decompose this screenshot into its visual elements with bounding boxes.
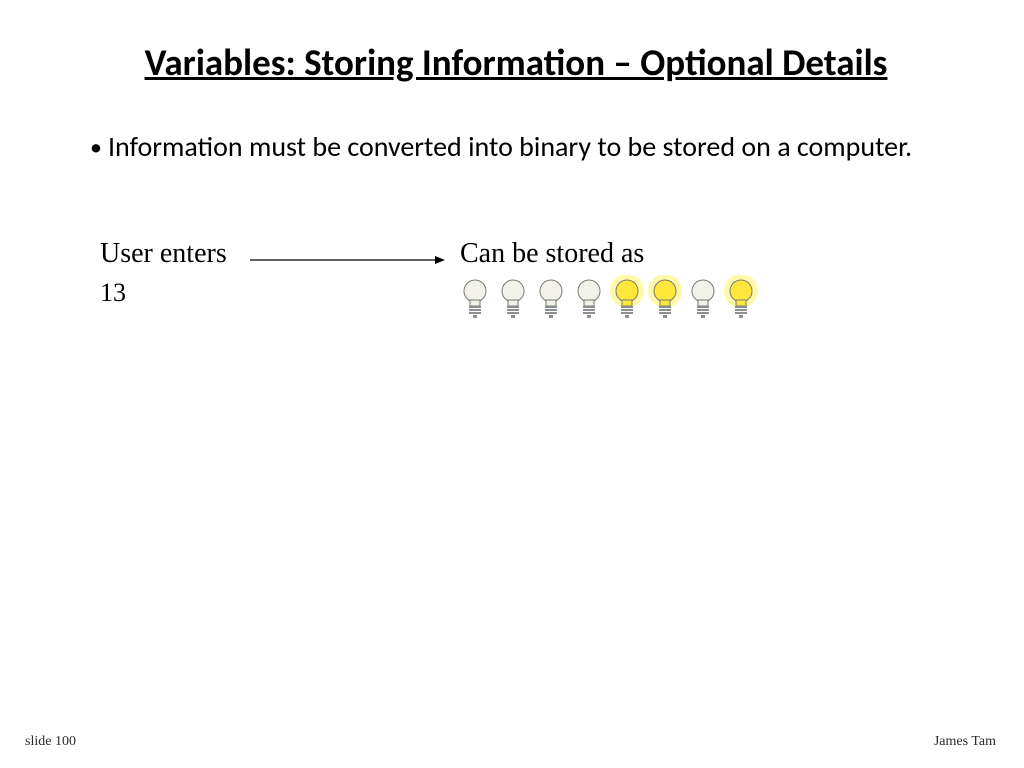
bullet-marker: • xyxy=(90,130,102,166)
bulb-off-icon xyxy=(495,275,531,319)
slide-number: slide 100 xyxy=(25,734,76,750)
binary-bulbs-row xyxy=(457,275,759,319)
stored-as-label: Can be stored as xyxy=(460,238,644,270)
user-enters-label: User enters xyxy=(100,238,227,270)
bullet-text: Information must be converted into binar… xyxy=(108,130,912,164)
bulb-off-icon xyxy=(685,275,721,319)
user-enters-value: 13 xyxy=(100,278,126,308)
bulb-on-icon xyxy=(647,275,683,319)
arrow-right-icon xyxy=(250,252,445,264)
author-name: James Tam xyxy=(934,734,996,750)
bulb-off-icon xyxy=(457,275,493,319)
slide: Variables: Storing Information – Optiona… xyxy=(0,0,1024,768)
bulb-off-icon xyxy=(533,275,569,319)
bulb-off-icon xyxy=(571,275,607,319)
slide-title: Variables: Storing Information – Optiona… xyxy=(66,40,966,85)
bullet-row: • Information must be converted into bin… xyxy=(90,130,940,166)
bulb-on-icon xyxy=(609,275,645,319)
bulb-on-icon xyxy=(723,275,759,319)
